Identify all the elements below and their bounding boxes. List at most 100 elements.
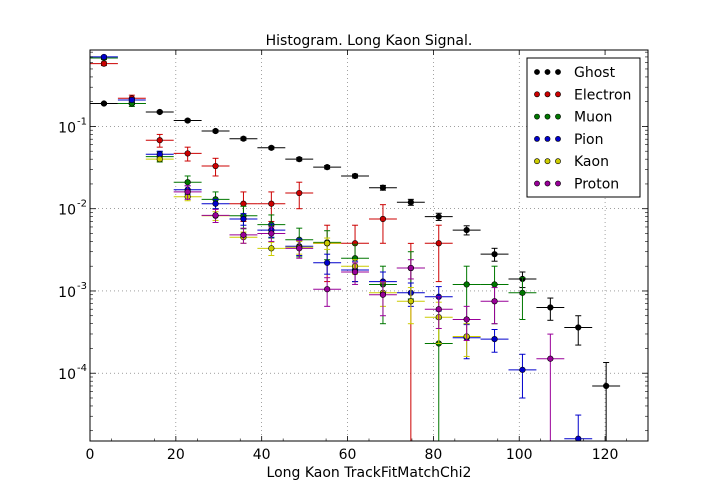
data-point bbox=[268, 200, 275, 207]
data-point bbox=[240, 231, 247, 239]
data-point bbox=[603, 382, 610, 390]
data-point bbox=[100, 100, 108, 107]
legend-marker bbox=[534, 91, 540, 98]
legend-marker bbox=[544, 158, 551, 165]
legend-item-pion: Pion bbox=[534, 132, 603, 148]
legend-item-ghost: Ghost bbox=[534, 65, 616, 81]
data-point bbox=[547, 355, 554, 362]
legend-label: Proton bbox=[574, 177, 619, 193]
data-point bbox=[296, 245, 303, 252]
legend-item-muon: Muon bbox=[534, 110, 612, 126]
data-point bbox=[156, 137, 163, 144]
legend-marker bbox=[534, 69, 540, 75]
legend-marker bbox=[544, 113, 551, 120]
x-tick-label: 40 bbox=[253, 447, 271, 463]
data-point bbox=[407, 264, 414, 272]
data-point bbox=[491, 335, 498, 343]
x-tick-label: 120 bbox=[592, 447, 619, 463]
x-tick-label: 60 bbox=[339, 447, 357, 463]
data-point bbox=[547, 304, 554, 311]
x-tick-label: 80 bbox=[424, 447, 442, 463]
data-point bbox=[212, 162, 219, 170]
data-point bbox=[240, 135, 247, 142]
legend-label: Electron bbox=[574, 87, 631, 103]
data-layer bbox=[90, 53, 621, 441]
data-point bbox=[491, 251, 498, 258]
legend-marker bbox=[555, 91, 561, 98]
x-tick-label: 0 bbox=[86, 447, 95, 463]
data-point bbox=[351, 268, 359, 276]
chart-title: Histogram. Long Kaon Signal. bbox=[266, 33, 473, 49]
data-point bbox=[379, 215, 387, 223]
legend-marker bbox=[534, 180, 540, 187]
data-point bbox=[463, 226, 470, 234]
legend-marker bbox=[544, 91, 551, 98]
data-point bbox=[128, 96, 135, 104]
legend-marker bbox=[555, 113, 561, 120]
data-point bbox=[156, 108, 163, 116]
data-point bbox=[184, 179, 191, 186]
x-tick-label: 100 bbox=[506, 447, 533, 463]
legend-marker bbox=[555, 135, 561, 142]
x-tick-label: 20 bbox=[167, 447, 185, 463]
data-point bbox=[268, 144, 275, 151]
data-point bbox=[491, 298, 498, 305]
data-point bbox=[212, 212, 219, 219]
legend-item-kaon: Kaon bbox=[534, 154, 609, 170]
legend-marker bbox=[534, 113, 540, 120]
data-point bbox=[212, 200, 219, 207]
data-point bbox=[575, 324, 582, 331]
data-point bbox=[435, 240, 442, 247]
data-point bbox=[240, 200, 247, 207]
legend-label: Muon bbox=[574, 110, 612, 126]
legend-item-electron: Electron bbox=[534, 87, 631, 103]
data-point bbox=[519, 289, 526, 296]
data-point bbox=[435, 306, 442, 313]
data-point bbox=[351, 172, 359, 180]
series-ghost bbox=[90, 100, 621, 441]
y-tick-exponent: -3 bbox=[77, 281, 87, 292]
data-point bbox=[100, 53, 108, 61]
y-tick-exponent: -4 bbox=[77, 363, 87, 374]
data-point bbox=[324, 164, 331, 171]
legend-marker bbox=[555, 180, 561, 187]
legend: Ghost Electron Muon Pion Kaon Proton bbox=[526, 57, 641, 198]
data-point bbox=[100, 60, 108, 67]
data-point bbox=[407, 298, 414, 305]
data-point bbox=[407, 199, 414, 206]
data-point bbox=[463, 281, 470, 288]
data-point bbox=[240, 215, 247, 223]
legend-label: Ghost bbox=[574, 65, 616, 81]
data-point bbox=[463, 316, 470, 323]
legend-marker bbox=[544, 69, 551, 75]
data-point bbox=[435, 213, 442, 220]
x-axis-label: Long Kaon TrackFitMatchChi2 bbox=[267, 465, 472, 481]
series-proton bbox=[173, 185, 565, 441]
data-point bbox=[324, 240, 331, 247]
data-point bbox=[268, 245, 275, 252]
y-tick-exponent: -2 bbox=[77, 199, 87, 210]
data-point bbox=[519, 366, 526, 373]
legend-marker bbox=[534, 158, 540, 165]
legend-label: Kaon bbox=[574, 154, 609, 170]
data-point bbox=[184, 188, 191, 196]
data-point bbox=[324, 259, 331, 266]
data-point bbox=[212, 127, 219, 135]
y-tick-exponent: -1 bbox=[77, 116, 87, 127]
legend-marker bbox=[555, 69, 561, 75]
data-point bbox=[379, 291, 387, 298]
legend-marker bbox=[544, 135, 551, 142]
data-point bbox=[296, 156, 303, 163]
y-tick-label: 10 bbox=[58, 285, 76, 301]
y-tick-label: 10 bbox=[58, 120, 76, 136]
legend-marker bbox=[555, 158, 561, 165]
data-point bbox=[268, 230, 275, 237]
data-point bbox=[324, 286, 331, 293]
legend-item-proton: Proton bbox=[534, 177, 619, 193]
data-point bbox=[184, 117, 191, 124]
legend-marker bbox=[544, 180, 551, 187]
data-point bbox=[379, 184, 387, 191]
legend-marker bbox=[534, 135, 540, 142]
